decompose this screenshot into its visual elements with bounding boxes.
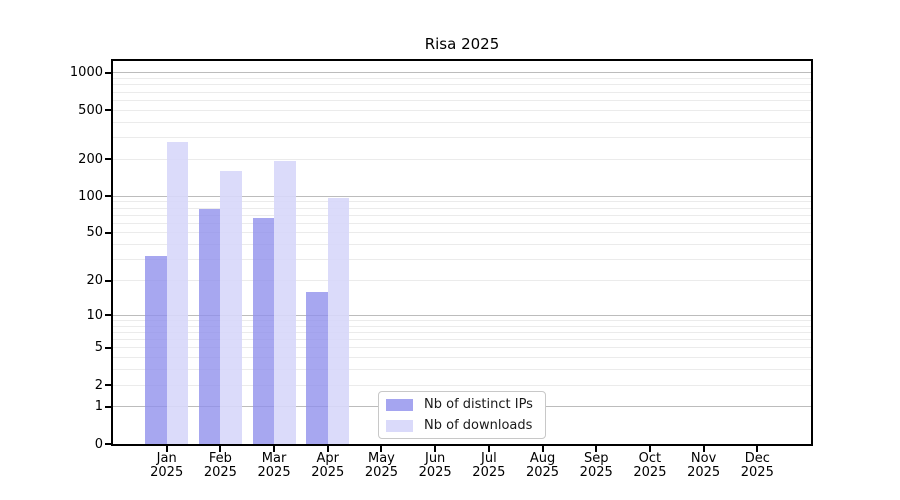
- y-tick: [105, 231, 111, 234]
- y-tick: [105, 443, 111, 445]
- x-tick-label-dec: Dec 2025: [740, 451, 774, 480]
- y-gridline-minor: [113, 319, 811, 321]
- chart-title: Risa 2025: [424, 35, 500, 53]
- x-tick-label-oct: Oct 2025: [633, 451, 667, 480]
- y-gridline-minor: [113, 78, 811, 80]
- y-gridline-minor: [113, 121, 811, 123]
- x-tick-label-mar: Mar 2025: [257, 451, 291, 480]
- bar-downloads: [327, 197, 350, 444]
- y-tick: [105, 195, 111, 198]
- distinct-ips-swatch-icon: [386, 398, 413, 411]
- x-tick: [756, 446, 759, 452]
- bar-downloads: [274, 161, 296, 444]
- y-gridline-minor: [113, 347, 811, 349]
- x-tick-label-apr: Apr 2025: [311, 451, 345, 480]
- y-gridline-minor: [113, 99, 811, 101]
- y-gridline-major: [113, 195, 811, 197]
- y-gridline-minor: [113, 280, 811, 281]
- y-tick-label: 20: [86, 273, 103, 288]
- x-tick: [541, 446, 544, 452]
- plot-area: [111, 59, 813, 446]
- legend-label-distinct-ips: Nb of distinct IPs: [424, 397, 533, 412]
- y-gridline-minor: [113, 232, 811, 234]
- y-gridline-minor: [113, 357, 811, 359]
- y-gridline-minor: [113, 369, 811, 371]
- legend-label-downloads: Nb of downloads: [424, 418, 533, 433]
- y-gridline-minor: [113, 201, 811, 203]
- y-gridline-minor: [113, 137, 811, 139]
- legend: Nb of distinct IPs Nb of downloads: [378, 391, 546, 439]
- downloads-swatch-icon: [386, 419, 413, 432]
- y-tick-label: 2: [94, 377, 103, 393]
- y-tick: [105, 279, 111, 282]
- x-tick-label-sep: Sep 2025: [579, 451, 613, 480]
- bar-downloads: [166, 142, 189, 444]
- y-gridline-minor: [113, 109, 811, 111]
- y-gridline-minor: [113, 158, 811, 160]
- y-gridline-minor: [113, 91, 811, 93]
- bar-distinct-ips: [252, 218, 275, 444]
- x-tick-label-aug: Aug 2025: [525, 451, 560, 480]
- x-tick: [326, 446, 329, 452]
- x-tick: [702, 446, 705, 452]
- y-gridline-minor: [113, 207, 811, 209]
- x-tick-label-nov: Nov 2025: [687, 451, 721, 480]
- y-tick-label: 10: [86, 307, 103, 323]
- x-tick: [595, 446, 598, 452]
- y-gridline-major: [113, 72, 811, 74]
- x-tick: [165, 446, 168, 452]
- x-tick: [487, 446, 490, 452]
- y-tick-label: 5: [94, 340, 103, 356]
- y-gridline-minor: [113, 259, 811, 261]
- y-gridline-major: [113, 314, 811, 316]
- y-tick-label: 500: [78, 102, 103, 118]
- y-gridline-minor: [113, 244, 811, 246]
- y-tick-label: 0: [94, 436, 103, 452]
- y-gridline-minor: [113, 339, 811, 340]
- y-tick-label: 100: [78, 188, 103, 204]
- x-tick-label-jan: Jan 2025: [150, 451, 184, 480]
- y-tick: [105, 346, 111, 349]
- x-tick: [648, 446, 651, 452]
- bar-downloads: [220, 171, 242, 444]
- bar-distinct-ips: [198, 209, 221, 444]
- y-tick: [105, 71, 111, 74]
- bar-distinct-ips: [306, 291, 328, 444]
- y-tick-label: 1000: [69, 65, 103, 81]
- y-gridline-minor: [113, 214, 811, 216]
- x-tick-label-may: May 2025: [364, 451, 398, 480]
- y-tick-label: 50: [86, 225, 103, 241]
- y-tick: [105, 158, 111, 161]
- y-tick-label: 1: [94, 399, 103, 415]
- y-gridline-minor: [113, 325, 811, 327]
- y-gridline-minor: [113, 222, 811, 224]
- x-tick-label-jun: Jun 2025: [418, 451, 452, 480]
- x-tick-label-feb: Feb 2025: [203, 451, 237, 480]
- x-tick-label-jul: Jul 2025: [472, 451, 506, 480]
- legend-row-downloads: Nb of downloads: [386, 416, 545, 435]
- y-tick: [105, 405, 111, 408]
- y-tick: [105, 109, 111, 112]
- x-tick: [219, 446, 222, 452]
- y-gridline-minor: [113, 84, 811, 86]
- y-tick-label: 200: [78, 151, 103, 167]
- legend-row-distinct-ips: Nb of distinct IPs: [386, 395, 545, 414]
- x-tick: [434, 446, 437, 452]
- y-tick: [105, 384, 111, 386]
- x-tick: [273, 446, 276, 452]
- x-tick: [380, 446, 383, 452]
- bar-distinct-ips: [145, 256, 167, 444]
- y-tick: [105, 314, 111, 317]
- y-gridline-minor: [113, 384, 811, 386]
- y-gridline-minor: [113, 331, 811, 333]
